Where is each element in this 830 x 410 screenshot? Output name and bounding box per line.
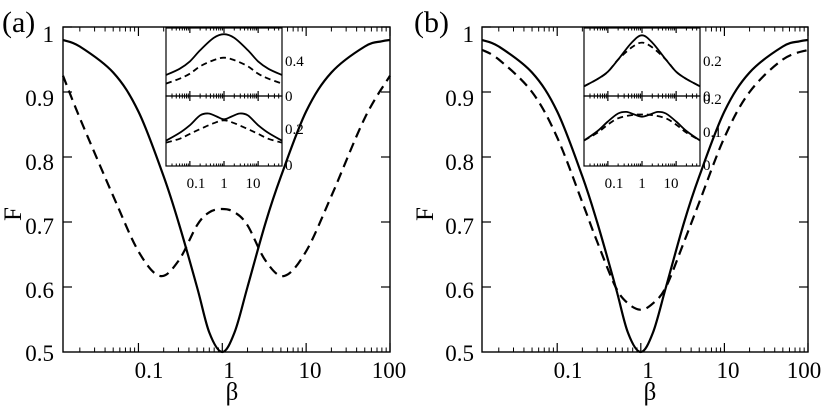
panel-a-inset-i-dashed-curve — [165, 56, 283, 85]
panel-a-ytick-label: 0.5 — [25, 341, 54, 366]
panel-a-xtick-label: 1 — [223, 358, 235, 383]
panel-a-inset-s-frame — [165, 95, 283, 167]
panel-b-ytick-label: 0.6 — [445, 278, 474, 303]
panel-b-inset-background — [584, 28, 700, 96]
panel-a-xtick-label: 10 — [299, 358, 322, 383]
panel-b-inset-ytick-label: 0 — [703, 158, 711, 174]
panel-b-tag: (b) — [414, 6, 449, 39]
panel-a-tag: (a) — [2, 6, 35, 39]
panel-b-inset-ytick-label: 0 — [703, 89, 711, 105]
panel-b-ytick-label: 0.7 — [445, 214, 474, 239]
panel-a-ytick-label: 0.9 — [25, 86, 54, 111]
panel-b-inset-xtick-label: 1 — [638, 176, 646, 192]
panel-a-inset-xtick-label: 10 — [246, 176, 261, 192]
panel-b-ytick-label: 1 — [463, 22, 475, 47]
panel-b-inset-ytick-label: 0.2 — [703, 92, 722, 108]
panel-a-solid-curve — [62, 38, 391, 354]
panel-a-inset-i-solid-curve — [165, 33, 283, 76]
panel-a-ylabel: F — [0, 207, 27, 221]
panel-a-xlabel: β — [226, 379, 239, 406]
panel-b-xtick-label: 0.1 — [554, 358, 583, 383]
panel-a-inset-ytick-label: 0.4 — [285, 54, 304, 70]
panel-a-inset-ytick-label: 0 — [285, 158, 293, 174]
panel-b-ylabel: F — [412, 207, 439, 221]
panel-a-dashed-curve — [61, 75, 391, 278]
panel-a-inset-s-solid-curve — [165, 112, 283, 142]
panel-a-ytick-label: 0.6 — [25, 278, 54, 303]
panel-b-xtick-label: 10 — [717, 358, 740, 383]
panel-a-xtick-label: 100 — [372, 358, 407, 383]
panel-a-inset-xtick-label: 0.1 — [187, 176, 206, 192]
panel-b-inset-s-dashed-curve — [583, 113, 701, 142]
panel-b-frame — [481, 26, 809, 353]
panel-a-ytick-label: 0.7 — [25, 214, 54, 239]
panel-b-dashed-curve — [481, 48, 809, 311]
panel-b-inset-xtick-label: 10 — [664, 176, 679, 192]
panel-b-ytick-label: 0.8 — [445, 150, 474, 175]
panel-b-xtick-label: 100 — [787, 358, 822, 383]
panel-b-ytick-label: 0.9 — [445, 86, 474, 111]
panel-a-inset-background — [166, 96, 282, 166]
panel-b-inset-s-frame — [583, 95, 701, 167]
panel-a-inset-background — [166, 28, 282, 96]
panel-a-inset-s-dashed-curve — [165, 119, 283, 144]
panel-b-inset-background — [584, 96, 700, 166]
panel-b-xlabel: β — [644, 379, 657, 406]
panel-b-xtick-label: 1 — [642, 358, 654, 383]
panel-b-inset-s-solid-curve — [583, 110, 701, 142]
panel-a-inset-ytick-label: 0 — [285, 89, 293, 105]
panel-b-inset-xtick-label: 0.1 — [605, 176, 624, 192]
panel-a-ytick-label: 1 — [43, 22, 55, 47]
panel-a-frame — [62, 26, 391, 353]
panel-b-inset-ytick-label: 0.2 — [703, 54, 722, 70]
panel-b-ytick-label: 0.5 — [445, 341, 474, 366]
panel-b-inset-i-dashed-curve — [583, 41, 701, 88]
panel-a-inset-xtick-label: 1 — [220, 176, 228, 192]
plot-layer — [61, 26, 809, 354]
panel-b-solid-curve — [481, 38, 809, 354]
panel-a-ytick-label: 0.8 — [25, 150, 54, 175]
panel-a-xtick-label: 0.1 — [135, 358, 164, 383]
